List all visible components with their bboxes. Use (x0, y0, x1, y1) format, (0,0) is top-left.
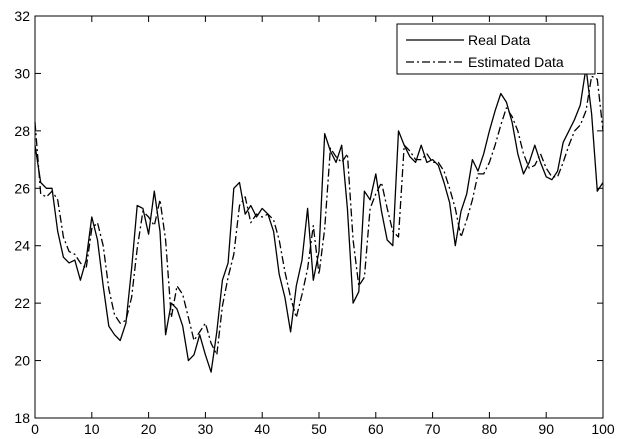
legend-box (396, 23, 596, 75)
plot-area (34, 15, 604, 419)
x-tick-label: 10 (84, 421, 100, 437)
x-axis-ticks: 0 10 20 30 40 50 60 70 80 90 100 (31, 16, 615, 437)
y-tick-label: 28 (14, 123, 30, 139)
x-tick-label: 20 (141, 421, 157, 437)
y-tick-label: 18 (14, 410, 30, 426)
y-tick-label: 24 (14, 238, 30, 254)
series-line-real-data (34, 67, 604, 373)
x-tick-label: 0 (31, 421, 39, 437)
x-tick-label: 90 (538, 421, 554, 437)
x-tick-label: 100 (591, 421, 615, 437)
y-axis-ticks: 18 20 22 24 26 28 30 32 (14, 8, 603, 426)
x-tick-label: 40 (254, 421, 270, 437)
x-tick-label: 30 (198, 421, 214, 437)
y-tick-label: 20 (14, 353, 30, 369)
y-tick-label: 26 (14, 180, 30, 196)
y-tick-label: 22 (14, 295, 30, 311)
y-tick-label: 32 (14, 8, 30, 24)
x-tick-label: 60 (368, 421, 384, 437)
y-tick-label: 30 (14, 65, 30, 81)
x-tick-label: 80 (482, 421, 498, 437)
legend-label-real-data: Real Data (468, 32, 530, 48)
x-tick-label: 70 (425, 421, 441, 437)
series-layer (34, 67, 604, 373)
x-tick-label: 50 (311, 421, 327, 437)
legend: Real Data Estimated Data (396, 23, 596, 75)
legend-label-estimated-data: Estimated Data (468, 54, 564, 70)
